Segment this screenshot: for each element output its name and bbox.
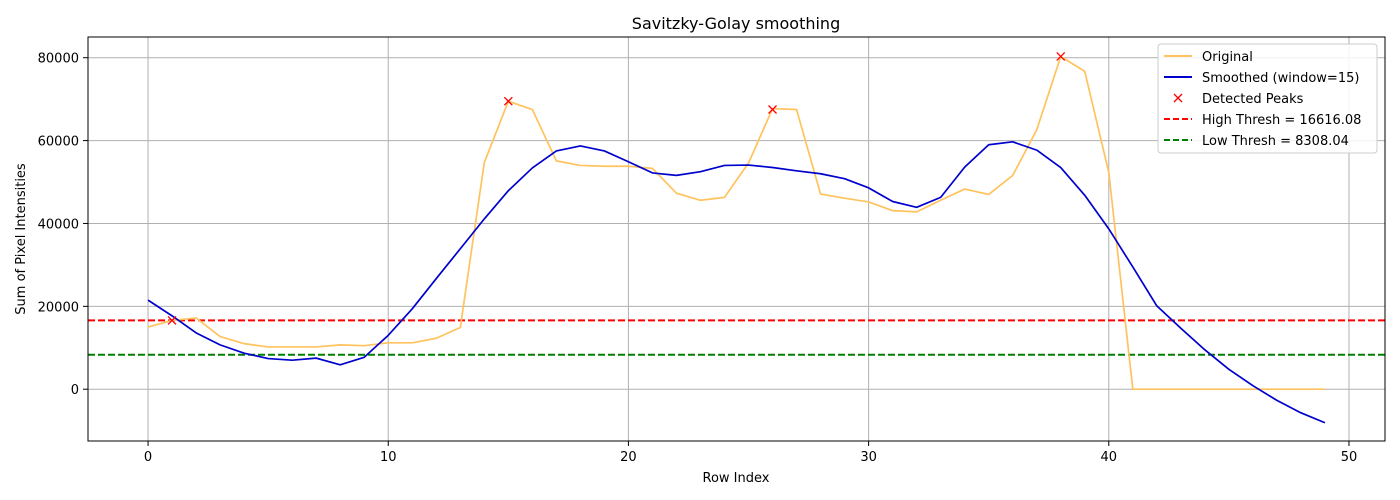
- detected-peak-marker: [167, 315, 177, 325]
- x-axis-ticks: 0 10 20 30 40 50: [144, 441, 1357, 465]
- series-lines: [147, 55, 1326, 424]
- legend-item-low-thresh: Low Thresh = 8308.04: [1164, 134, 1349, 149]
- x-axis-label: Row Index: [703, 471, 770, 486]
- y-axis-label: Sum of Pixel Intensities: [14, 163, 29, 315]
- legend-label: Original: [1202, 50, 1253, 65]
- legend-swatch: [1173, 93, 1183, 103]
- x-tick-label: 50: [1341, 450, 1358, 465]
- legend: Original Smoothed (window=15) Detected Pea…: [1157, 43, 1378, 154]
- y-tick-label: 20000: [38, 300, 79, 315]
- legend-item-original: Original: [1164, 50, 1253, 65]
- x-tick-label: 20: [620, 450, 637, 465]
- y-tick-label: 0: [71, 383, 79, 398]
- y-tick-label: 60000: [38, 135, 79, 150]
- legend-box: [1157, 43, 1378, 154]
- legend-label: High Thresh = 16616.08: [1202, 113, 1361, 128]
- x-tick-label: 30: [860, 450, 877, 465]
- detected-peak-marker: [768, 105, 777, 114]
- chart-title: Savitzky-Golay smoothing: [632, 14, 840, 33]
- legend-label: Detected Peaks: [1202, 92, 1304, 107]
- smoothed-series-line: [147, 140, 1326, 424]
- detected-peak-marker: [1056, 52, 1066, 61]
- y-tick-label: 40000: [38, 217, 79, 232]
- y-axis-ticks: 0 20000 40000 60000 80000: [38, 52, 88, 398]
- legend-label: Smoothed (window=15): [1202, 71, 1359, 86]
- legend-item-peaks: Detected Peaks: [1173, 92, 1304, 107]
- peak-markers: [167, 52, 1066, 325]
- plot-area-frame: [87, 36, 1386, 442]
- x-tick-label: 40: [1101, 450, 1118, 465]
- detected-peak-marker: [503, 96, 513, 106]
- x-tick-label: 0: [144, 450, 152, 465]
- legend-item-smoothed: Smoothed (window=15): [1164, 71, 1359, 86]
- x-tick-label: 10: [380, 450, 397, 465]
- y-tick-label: 80000: [38, 52, 79, 67]
- threshold-lines: [88, 319, 1385, 356]
- original-series-line: [147, 55, 1325, 391]
- legend-item-high-thresh: High Thresh = 16616.08: [1164, 113, 1361, 128]
- legend-label: Low Thresh = 8308.04: [1202, 134, 1349, 149]
